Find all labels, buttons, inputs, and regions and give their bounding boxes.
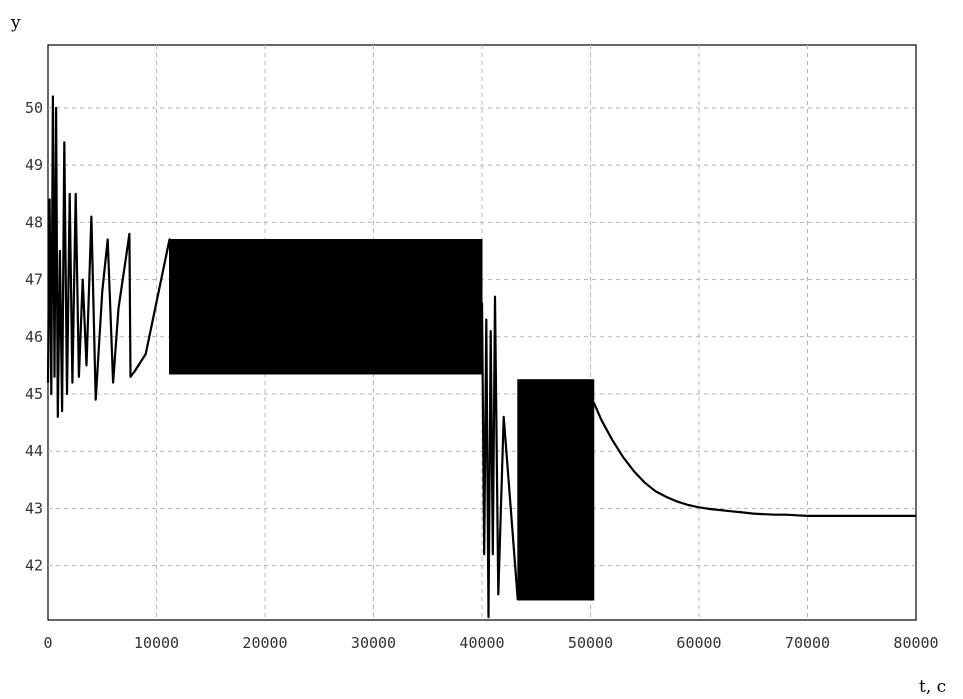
y-tick-label-6: 48: [25, 213, 43, 231]
y-tick-label-5: 47: [25, 271, 43, 289]
y-tick-label-0: 42: [25, 557, 43, 575]
oscillation-band-0: [169, 239, 483, 375]
oscillation-bands: [169, 239, 595, 601]
series-line-0: [46, 95, 171, 418]
y-tick-label-7: 49: [25, 156, 43, 174]
x-tick-label-4: 40000: [459, 634, 504, 652]
x-tick-label-6: 60000: [676, 634, 721, 652]
x-tick-label-2: 20000: [242, 634, 287, 652]
x-tick-label-7: 70000: [785, 634, 830, 652]
x-axis-label: t, c: [919, 677, 946, 697]
data-series: [46, 95, 916, 619]
y-tick-label-1: 43: [25, 499, 43, 517]
oscillation-band-1: [517, 379, 595, 601]
series-line-2: [592, 402, 916, 518]
y-axis-label: y: [10, 13, 21, 33]
y-tick-label-2: 44: [25, 442, 43, 460]
x-tick-labels: 0 10000 20000 30000 40000 50000 60000 70000 8000…: [43, 634, 938, 652]
x-tick-label-5: 50000: [568, 634, 613, 652]
y-tick-labels: 42 43 44 45 46 47 48 49 50: [25, 99, 43, 575]
x-tick-label-0: 0: [43, 634, 52, 652]
x-tick-label-1: 10000: [134, 634, 179, 652]
x-tick-label-8: 80000: [893, 634, 938, 652]
y-tick-label-3: 45: [25, 385, 43, 403]
y-tick-label-8: 50: [25, 99, 43, 117]
series-line-1: [480, 295, 519, 619]
x-tick-label-3: 30000: [351, 634, 396, 652]
y-tick-label-4: 46: [25, 328, 43, 346]
